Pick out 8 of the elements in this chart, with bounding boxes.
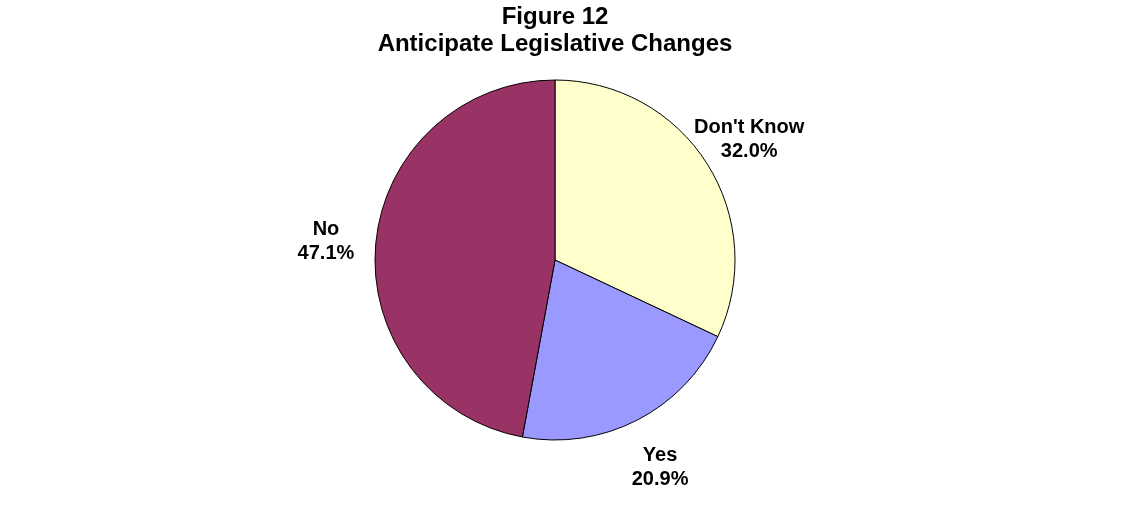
slice-label: Don't Know: [694, 114, 805, 137]
chart-subtitle: Anticipate Legislative Changes: [377, 29, 733, 56]
slice-label: No: [312, 217, 340, 240]
data-label: 32.0%: [720, 138, 778, 161]
data-label: 47.1%: [297, 241, 355, 264]
slice-label: Yes: [642, 442, 678, 465]
chart-title: Figure 12: [501, 2, 609, 29]
data-label: 20.9%: [631, 466, 689, 489]
